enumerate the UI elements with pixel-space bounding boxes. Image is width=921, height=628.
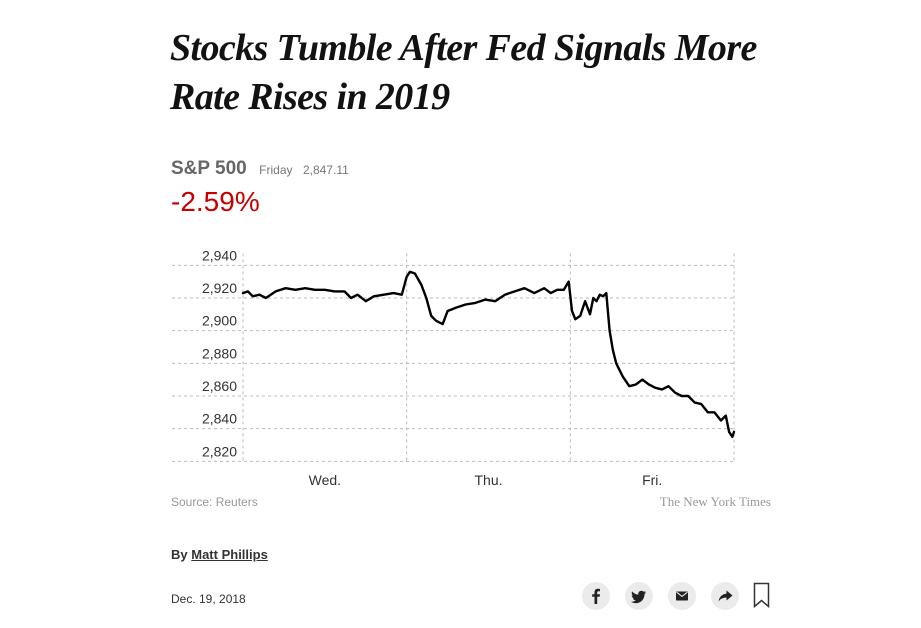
share-arrow-icon: [718, 590, 733, 602]
facebook-icon: [592, 588, 600, 604]
y-tick-label: 2,940: [202, 247, 237, 263]
quote-price: 2,847.11: [302, 163, 349, 177]
email-icon: [676, 591, 688, 601]
x-tick-label: Wed.: [309, 472, 341, 488]
y-tick-label: 2,880: [202, 345, 237, 361]
author-link[interactable]: Matt Phillips: [191, 547, 268, 562]
email-share-button[interactable]: [668, 582, 696, 610]
chart-grid: [172, 253, 735, 464]
y-tick-label: 2,820: [202, 443, 237, 459]
byline-prefix: By: [171, 547, 188, 562]
article-headline: Stocks Tumble After Fed Signals More Rat…: [170, 27, 757, 118]
sp500-series-line: [241, 270, 736, 438]
chart-axis-labels: 2,820 2,840 2,860 2,880 2,900 2,920 2,940 Wed. T…: [202, 247, 662, 488]
x-tick-label: Thu.: [474, 472, 502, 488]
index-quote: S&P 500 Friday 2,847.11: [171, 158, 349, 180]
chart-credit: The New York Times: [660, 494, 771, 509]
y-tick-label: 2,920: [202, 280, 237, 296]
percent-change: -2.59%: [171, 186, 260, 217]
byline: By Matt Phillips: [171, 547, 268, 562]
bookmark-icon[interactable]: [752, 582, 772, 610]
y-tick-label: 2,900: [202, 313, 237, 329]
twitter-icon: [631, 590, 646, 604]
index-name: S&P 500: [171, 158, 247, 179]
chart-source: Source: Reuters: [171, 495, 258, 509]
y-tick-label: 2,860: [202, 378, 237, 394]
more-share-button[interactable]: [711, 582, 739, 610]
quote-day: Friday: [259, 163, 293, 177]
publish-date: Dec. 19, 2018: [171, 592, 246, 606]
facebook-share-button[interactable]: [582, 582, 610, 610]
x-tick-label: Fri.: [642, 472, 662, 488]
twitter-share-button[interactable]: [625, 582, 653, 610]
y-tick-label: 2,840: [202, 411, 237, 427]
